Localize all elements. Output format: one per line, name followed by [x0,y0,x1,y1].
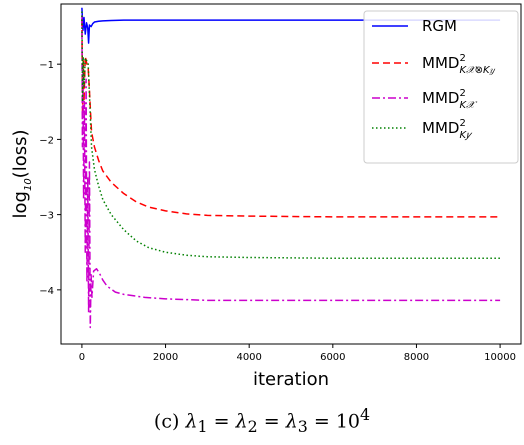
legend-label-3: MMD2 K𝒳 [422,88,478,111]
legend: RGM MMD2 K𝒳⊗K𝑦 MMD2 K𝒳 MMD2 K𝑦 [363,10,519,164]
series-line-4 [81,11,501,259]
x-tick-label: 0 [79,352,85,363]
x-tick-label: 4000 [236,352,261,363]
y-axis-label: log10(loss) [10,129,34,218]
figure-caption: (c) λ1 = λ2 = λ3 = 104 [153,405,371,437]
y-tick-label: −1 [39,60,54,71]
x-tick-label: 10000 [484,352,516,363]
x-tick-label: 2000 [153,352,178,363]
plot-frame [60,3,522,345]
x-axis-label: iteration [253,369,329,390]
legend-label-2: MMD2 K𝒳⊗K𝑦 [422,53,496,76]
legend-label-4: MMD2 K𝑦 [422,118,473,141]
y-tick-label: −4 [39,286,54,297]
loss-chart: 0 2000 4000 6000 8000 10000 −1 −2 −3 −4 iteration… [10,3,522,390]
legend-box [363,10,519,164]
x-tick-label: 6000 [320,352,345,363]
series-line-1 [81,7,501,44]
legend-label-1: RGM [422,17,457,35]
series-line-3 [81,15,501,329]
x-tick-label: 8000 [404,352,429,363]
y-tick-label: −3 [39,211,54,222]
y-tick-label: −2 [39,135,54,146]
